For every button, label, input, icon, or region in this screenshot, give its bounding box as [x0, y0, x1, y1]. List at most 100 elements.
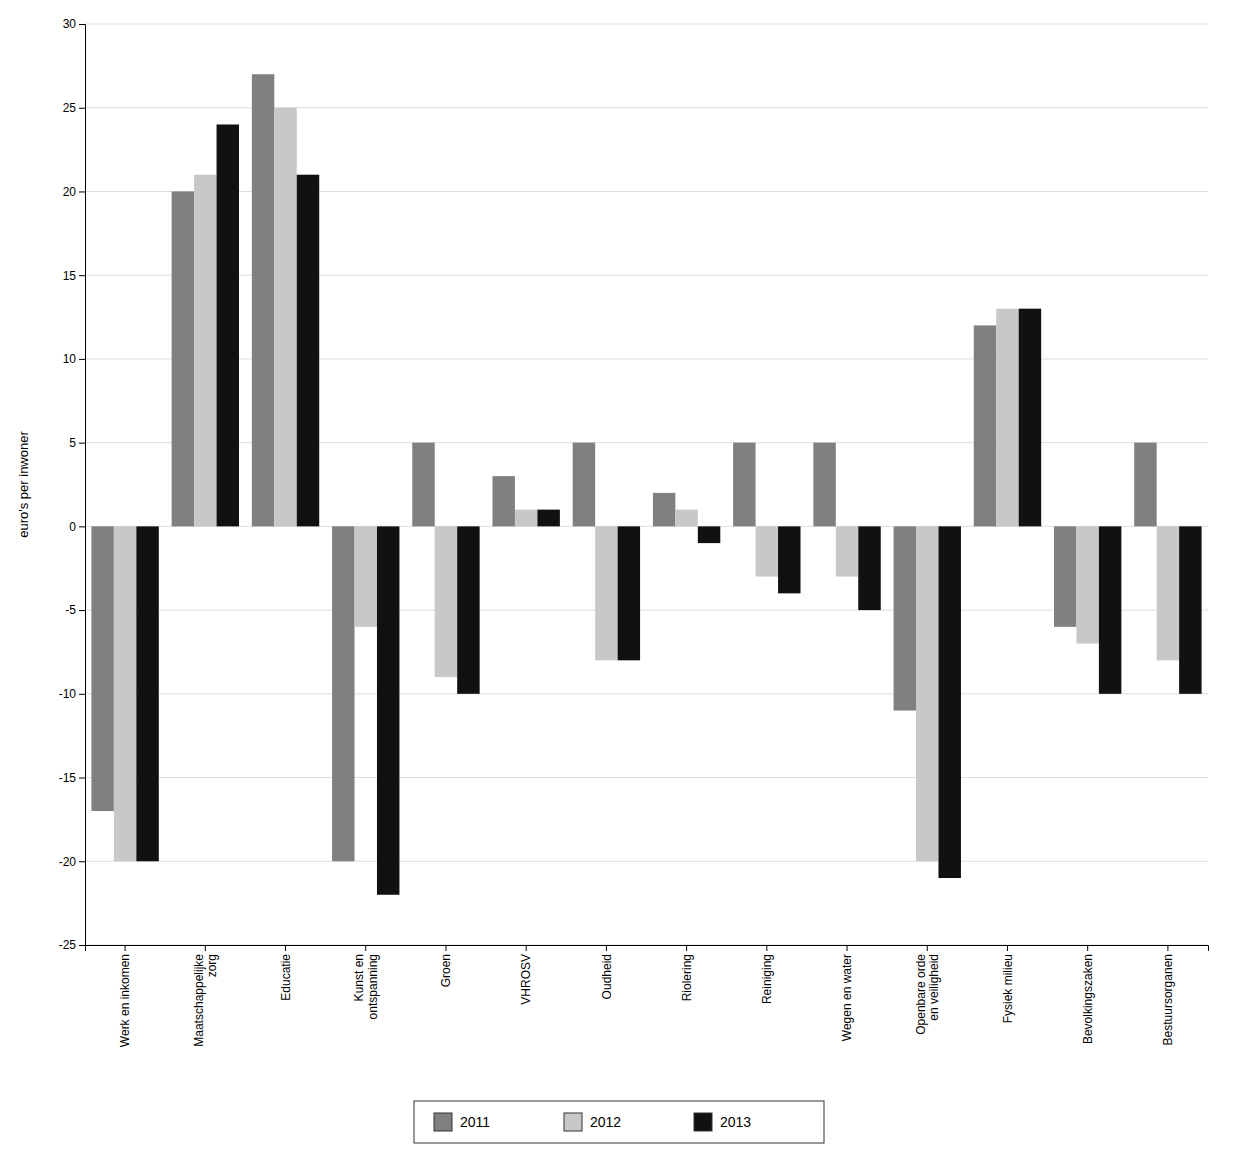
tick: -10 — [59, 687, 85, 701]
tick-mark — [766, 945, 767, 951]
bar — [1054, 526, 1076, 626]
legend-swatch — [564, 1113, 582, 1131]
tick-label: 10 — [63, 352, 77, 366]
tick: 10 — [63, 352, 85, 366]
tick-label: Kunst enontspanning — [352, 954, 379, 1019]
legend-item: 2012 — [564, 1113, 621, 1131]
bar — [297, 175, 319, 527]
bar — [172, 191, 194, 526]
tick-label: 0 — [69, 520, 76, 534]
tick-mark — [79, 108, 85, 109]
axis-line — [79, 25, 86, 946]
grid-line — [85, 693, 1208, 694]
tick: Riolering — [680, 945, 694, 1001]
plot: -25-20-15-10-5051015202530Werk en inkome… — [59, 17, 1209, 1047]
tick-mark — [79, 778, 85, 779]
bar — [813, 443, 835, 527]
legend: 201120122013 — [414, 1101, 824, 1143]
tick: Reiniging — [760, 945, 774, 1004]
tick-mark — [79, 610, 85, 611]
tick-mark — [445, 945, 446, 951]
bar — [974, 325, 996, 526]
bar — [435, 526, 457, 677]
tick-label: 30 — [63, 17, 77, 31]
tick-label: Bevolkingszaken — [1081, 954, 1095, 1044]
tick: 15 — [63, 269, 85, 283]
legend-frame — [414, 1101, 824, 1143]
bar — [836, 526, 858, 576]
bar — [858, 526, 880, 610]
tick-mark — [79, 359, 85, 360]
legend-label: 2012 — [590, 1114, 621, 1130]
bar — [618, 526, 640, 660]
tick-label: 5 — [69, 436, 76, 450]
bar — [733, 443, 755, 527]
tick-mark — [606, 945, 607, 951]
bar — [194, 175, 216, 527]
x-axis: Werk en inkomenMaatschappelijkezorgEduca… — [86, 945, 1209, 1047]
y-axis-title: euro's per inwoner — [16, 431, 31, 538]
bars — [91, 74, 1201, 895]
tick-label: -20 — [59, 855, 77, 869]
bar — [355, 526, 377, 626]
grid-line — [85, 610, 1208, 611]
tick-mark — [847, 945, 848, 951]
tick-label: Oudheid — [600, 954, 614, 999]
grid-line — [85, 777, 1208, 778]
tick-label: -25 — [59, 938, 77, 952]
tick: 30 — [63, 17, 85, 31]
tick-mark — [125, 945, 126, 951]
bar — [332, 526, 354, 861]
bar — [377, 526, 399, 894]
bar — [217, 124, 239, 526]
bar — [778, 526, 800, 593]
bar — [573, 443, 595, 527]
bar — [653, 493, 675, 526]
legend-label: 2013 — [720, 1114, 751, 1130]
tick-mark — [79, 275, 85, 276]
tick-mark — [79, 945, 85, 946]
bar — [1019, 309, 1041, 527]
tick: Bevolkingszaken — [1081, 945, 1095, 1044]
tick-label: -10 — [59, 687, 77, 701]
tick-mark — [686, 945, 687, 951]
tick: 0 — [69, 520, 85, 534]
tick: VHROSV — [519, 945, 533, 1005]
bar — [756, 526, 778, 576]
grid-line — [85, 861, 1208, 862]
bar — [412, 443, 434, 527]
bar — [675, 510, 697, 527]
tick-mark — [927, 945, 928, 951]
tick-label: Riolering — [680, 954, 694, 1001]
bar-series — [114, 108, 1179, 862]
axis-line — [86, 946, 1209, 952]
bar — [91, 526, 113, 811]
tick-mark — [365, 945, 366, 951]
tick: -15 — [59, 771, 85, 785]
tick-label: Wegen en water — [840, 954, 854, 1041]
tick: Fysiek milieu — [1001, 945, 1015, 1023]
bar — [1099, 526, 1121, 693]
tick-label: Educatie — [279, 954, 293, 1001]
bar — [136, 526, 158, 861]
tick-mark — [1007, 945, 1008, 951]
tick-label: VHROSV — [519, 954, 533, 1005]
bar — [595, 526, 617, 660]
bar — [1157, 526, 1179, 660]
tick-mark — [79, 191, 85, 192]
bar — [938, 526, 960, 878]
y-axis: -25-20-15-10-5051015202530 — [59, 17, 86, 952]
grid — [85, 24, 1208, 945]
bar — [1076, 526, 1098, 643]
grid-line — [85, 24, 1208, 25]
bar-series — [136, 124, 1201, 894]
bar — [252, 74, 274, 526]
tick: Oudheid — [600, 945, 614, 999]
bar — [698, 526, 720, 543]
tick-mark — [526, 945, 527, 951]
tick-label: -15 — [59, 771, 77, 785]
tick-label: 20 — [63, 185, 77, 199]
tick-label: Maatschappelijkezorg — [192, 954, 219, 1047]
bar — [114, 526, 136, 861]
tick: -20 — [59, 855, 85, 869]
